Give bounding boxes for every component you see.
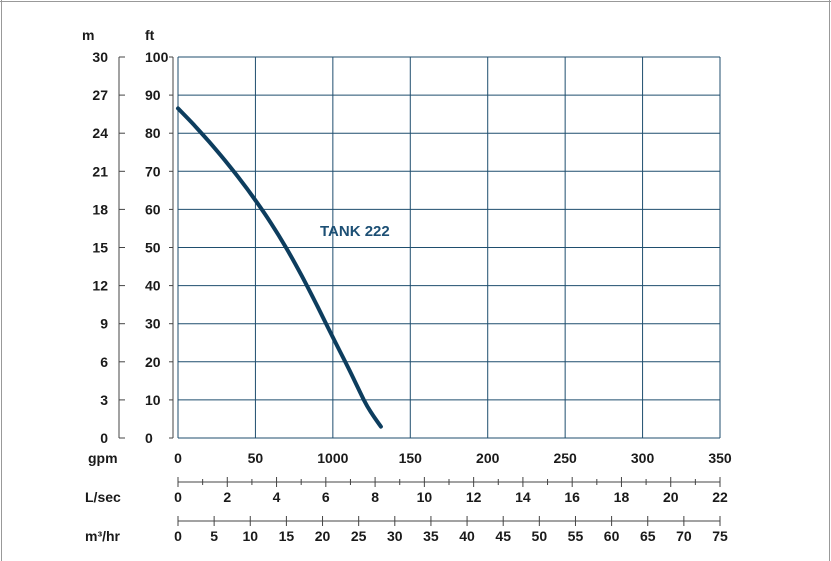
flow-lsec-tick-label: 2 (223, 489, 231, 505)
head-m-tick-label: 0 (100, 430, 108, 446)
flow-lsec-tick-label: 16 (564, 489, 580, 505)
head-m-tick-label: 30 (92, 49, 108, 65)
head-ft-tick-label: 80 (145, 125, 161, 141)
flow-m3hr-tick-label: 0 (174, 528, 182, 544)
head-ft-tick-label: 60 (145, 201, 161, 217)
flow-lsec-tick-label: 14 (515, 489, 531, 505)
head-m-tick-label: 18 (92, 201, 108, 217)
flow-gpm-tick-label: 300 (631, 450, 655, 466)
flow-gpm-tick-label: 250 (553, 450, 577, 466)
head-m-tick-label: 24 (92, 125, 108, 141)
head-ft-tick-label: 10 (145, 392, 161, 408)
head-m-tick-label: 12 (92, 278, 108, 294)
head-ft-tick-label: 70 (145, 163, 161, 179)
head-m-tick-label: 27 (92, 87, 108, 103)
flow-m3hr-tick-label: 40 (459, 528, 475, 544)
flow-lsec-tick-label: 22 (712, 489, 728, 505)
head-axes: m ft 0 3 6 9 12 15 18 21 24 27 30 0 10 20 30 40 50 60 70 80… (82, 27, 174, 446)
flow-m3hr-tick-label: 15 (279, 528, 295, 544)
flow-m3hr-tick-label: 65 (640, 528, 656, 544)
flow-lsec-tick-label: 6 (322, 489, 330, 505)
flow-m3hr-tick-label: 10 (242, 528, 258, 544)
flow-lsec-tick-label: 20 (663, 489, 679, 505)
flow-m3hr-tick-label: 70 (676, 528, 692, 544)
head-m-tick-label: 15 (92, 240, 108, 256)
flow-gpm-tick-label: 50 (248, 450, 264, 466)
flow-m3hr-tick-label: 20 (315, 528, 331, 544)
flow-lsec-tick-label: 12 (466, 489, 482, 505)
head-ft-tick-label: 40 (145, 278, 161, 294)
head-m-unit-label: m (82, 27, 94, 43)
flow-m3hr-tick-label: 75 (712, 528, 728, 544)
flow-lsec-tick-label: 4 (273, 489, 281, 505)
head-ft-tick-label: 50 (145, 240, 161, 256)
head-ft-tick-label: 0 (145, 430, 153, 446)
flow-gpm-tick-label: 200 (476, 450, 500, 466)
flow-m3hr-tick-label: 30 (387, 528, 403, 544)
flow-gpm-tick-label: 1000 (317, 450, 348, 466)
flow-lsec-unit-label: L/sec (85, 489, 121, 505)
flow-m3hr-unit-label: m³/hr (85, 528, 121, 544)
head-m-tick-label: 6 (100, 354, 108, 370)
head-m-tick-label: 9 (100, 316, 108, 332)
head-ft-unit-label: ft (145, 27, 155, 43)
flow-lsec-tick-label: 10 (417, 489, 433, 505)
flow-gpm-tick-label: 0 (174, 450, 182, 466)
tank-222-curve (176, 106, 383, 429)
head-m-tick-label: 21 (92, 163, 108, 179)
head-ft-tick-label: 30 (145, 316, 161, 332)
flow-m3hr-tick-label: 50 (532, 528, 548, 544)
flow-gpm-unit-label: gpm (88, 450, 118, 466)
flow-m3hr-tick-label: 55 (568, 528, 584, 544)
flow-gpm-tick-label: 150 (399, 450, 423, 466)
plot-grid (177, 56, 721, 439)
flow-m3hr-tick-label: 60 (604, 528, 620, 544)
head-ft-tick-label: 20 (145, 354, 161, 370)
flow-m3hr-tick-label: 5 (210, 528, 218, 544)
flow-m3hr-tick-label: 35 (423, 528, 439, 544)
head-m-tick-label: 3 (100, 392, 108, 408)
head-ft-tick-label: 90 (145, 87, 161, 103)
flow-lsec-tick-label: 18 (614, 489, 630, 505)
head-ft-tick-label: 100 (145, 49, 169, 65)
tank-222-series-label: TANK 222 (320, 223, 390, 240)
flow-m3hr-tick-label: 25 (351, 528, 367, 544)
flow-m3hr-tick-label: 45 (495, 528, 511, 544)
flow-lsec-tick-label: 0 (174, 489, 182, 505)
flow-gpm-tick-label: 350 (708, 450, 732, 466)
flow-lsec-tick-label: 8 (371, 489, 379, 505)
